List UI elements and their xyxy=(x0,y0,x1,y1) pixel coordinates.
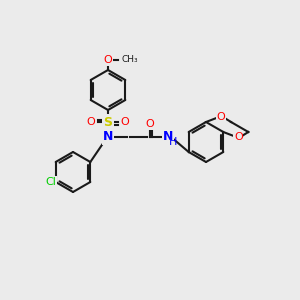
Text: CH₃: CH₃ xyxy=(122,56,139,64)
Text: N: N xyxy=(103,130,113,143)
Text: O: O xyxy=(217,112,225,122)
Text: O: O xyxy=(121,117,129,127)
Text: O: O xyxy=(87,117,95,127)
Text: N: N xyxy=(163,130,173,143)
Text: O: O xyxy=(234,132,243,142)
Text: S: S xyxy=(103,116,112,128)
Text: O: O xyxy=(146,119,154,129)
Text: O: O xyxy=(103,55,112,65)
Text: H: H xyxy=(169,137,177,147)
Text: Cl: Cl xyxy=(45,177,56,187)
